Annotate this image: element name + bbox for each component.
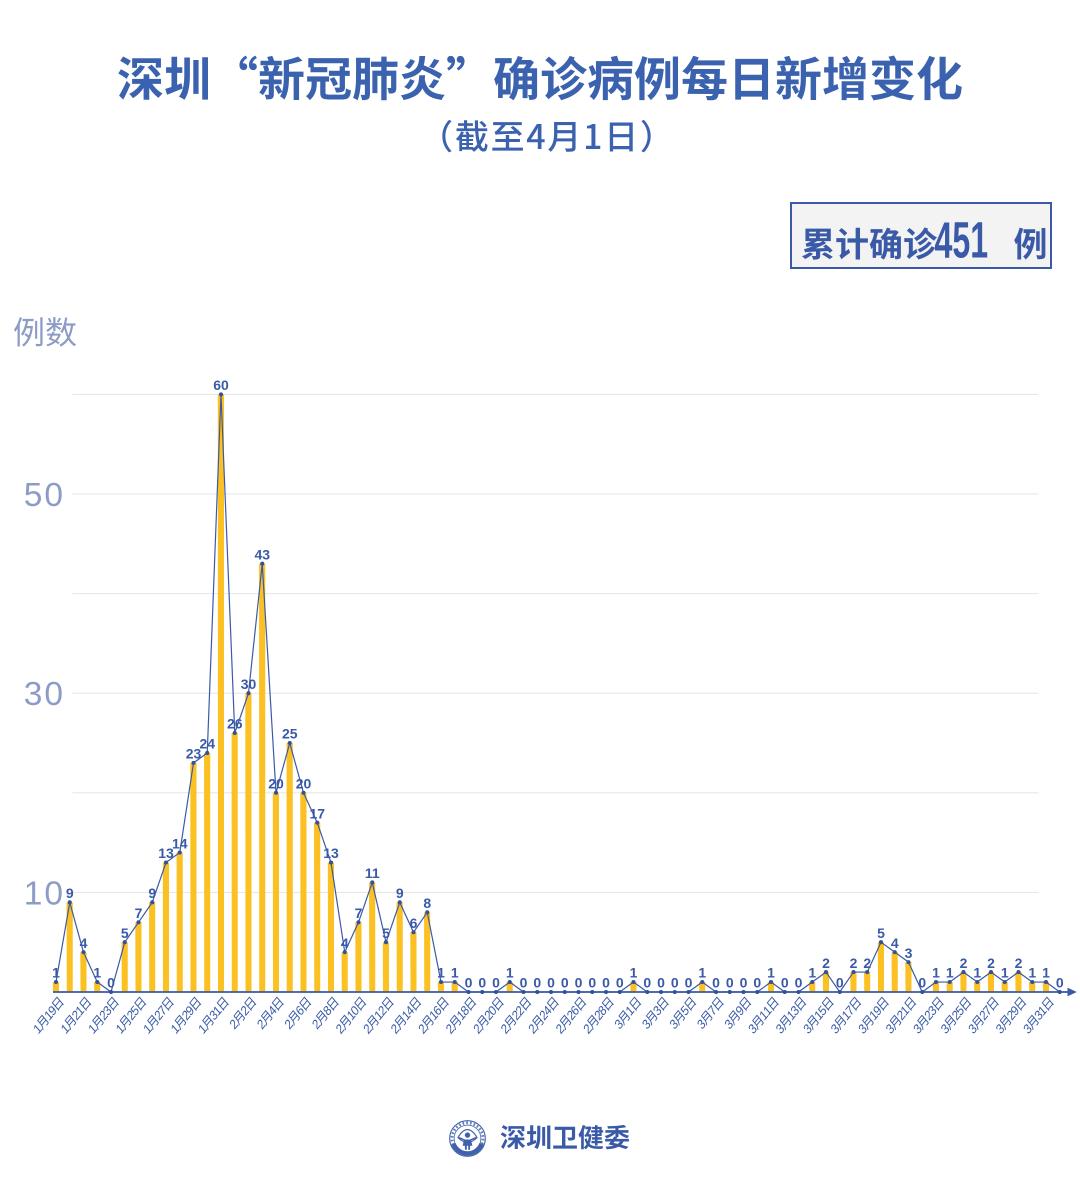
svg-text:23: 23 <box>186 746 202 762</box>
svg-text:0: 0 <box>753 975 761 991</box>
svg-text:11: 11 <box>365 865 380 881</box>
svg-text:0: 0 <box>561 975 569 991</box>
svg-text:0: 0 <box>671 975 679 991</box>
svg-text:0: 0 <box>616 975 624 991</box>
svg-text:0: 0 <box>588 975 596 991</box>
svg-text:1: 1 <box>1001 965 1009 981</box>
svg-text:0: 0 <box>533 975 541 991</box>
svg-text:0: 0 <box>726 975 734 991</box>
svg-text:30: 30 <box>24 676 65 713</box>
svg-text:25: 25 <box>282 726 298 742</box>
svg-text:0: 0 <box>465 975 473 991</box>
svg-text:1: 1 <box>630 965 638 981</box>
svg-text:13: 13 <box>158 845 174 861</box>
svg-text:26: 26 <box>227 716 243 732</box>
svg-text:0: 0 <box>107 975 115 991</box>
svg-text:5: 5 <box>121 925 129 941</box>
svg-text:1: 1 <box>808 965 816 981</box>
svg-text:0: 0 <box>1056 975 1064 991</box>
svg-text:0: 0 <box>712 975 720 991</box>
svg-text:20: 20 <box>268 776 284 792</box>
svg-text:0: 0 <box>478 975 486 991</box>
svg-text:0: 0 <box>795 975 803 991</box>
svg-text:0: 0 <box>602 975 610 991</box>
svg-text:0: 0 <box>643 975 651 991</box>
svg-text:50: 50 <box>24 477 65 514</box>
svg-text:0: 0 <box>781 975 789 991</box>
svg-text:0: 0 <box>740 975 748 991</box>
svg-text:5: 5 <box>877 925 885 941</box>
svg-text:2: 2 <box>863 955 871 971</box>
svg-text:9: 9 <box>66 885 74 901</box>
svg-text:60: 60 <box>213 377 229 393</box>
svg-text:1: 1 <box>698 965 706 981</box>
svg-text:1: 1 <box>93 965 101 981</box>
svg-text:1: 1 <box>767 965 775 981</box>
svg-text:0: 0 <box>575 975 583 991</box>
svg-text:10: 10 <box>24 875 65 912</box>
svg-text:24: 24 <box>199 736 215 752</box>
svg-text:8: 8 <box>423 895 431 911</box>
svg-text:43: 43 <box>254 546 270 562</box>
svg-text:0: 0 <box>657 975 665 991</box>
svg-text:0: 0 <box>836 975 844 991</box>
svg-text:0: 0 <box>685 975 693 991</box>
svg-text:6: 6 <box>410 915 418 931</box>
svg-text:20: 20 <box>296 776 312 792</box>
svg-text:1: 1 <box>1042 965 1050 981</box>
svg-text:0: 0 <box>547 975 555 991</box>
svg-text:1: 1 <box>506 965 514 981</box>
svg-text:1: 1 <box>52 965 60 981</box>
svg-text:4: 4 <box>80 935 88 951</box>
svg-text:1: 1 <box>932 965 940 981</box>
svg-text:14: 14 <box>172 835 188 851</box>
svg-text:9: 9 <box>396 885 404 901</box>
svg-text:1: 1 <box>451 965 459 981</box>
svg-text:2: 2 <box>822 955 830 971</box>
svg-text:7: 7 <box>135 905 143 921</box>
svg-text:2: 2 <box>960 955 968 971</box>
svg-text:1: 1 <box>1028 965 1036 981</box>
svg-text:0: 0 <box>520 975 528 991</box>
svg-text:1: 1 <box>437 965 445 981</box>
svg-text:5: 5 <box>382 925 390 941</box>
svg-text:0: 0 <box>492 975 500 991</box>
svg-text:2: 2 <box>987 955 995 971</box>
svg-text:451: 451 <box>935 212 989 269</box>
svg-text:2: 2 <box>1015 955 1023 971</box>
svg-text:13: 13 <box>323 845 339 861</box>
svg-text:17: 17 <box>309 805 325 821</box>
svg-text:1: 1 <box>946 965 954 981</box>
svg-text:30: 30 <box>241 676 257 692</box>
svg-text:1: 1 <box>973 965 981 981</box>
svg-text:3: 3 <box>905 945 913 961</box>
svg-text:2: 2 <box>850 955 858 971</box>
svg-text:0: 0 <box>918 975 926 991</box>
svg-text:7: 7 <box>355 905 363 921</box>
svg-text:4: 4 <box>341 935 349 951</box>
svg-text:9: 9 <box>148 885 156 901</box>
svg-text:4: 4 <box>891 935 899 951</box>
